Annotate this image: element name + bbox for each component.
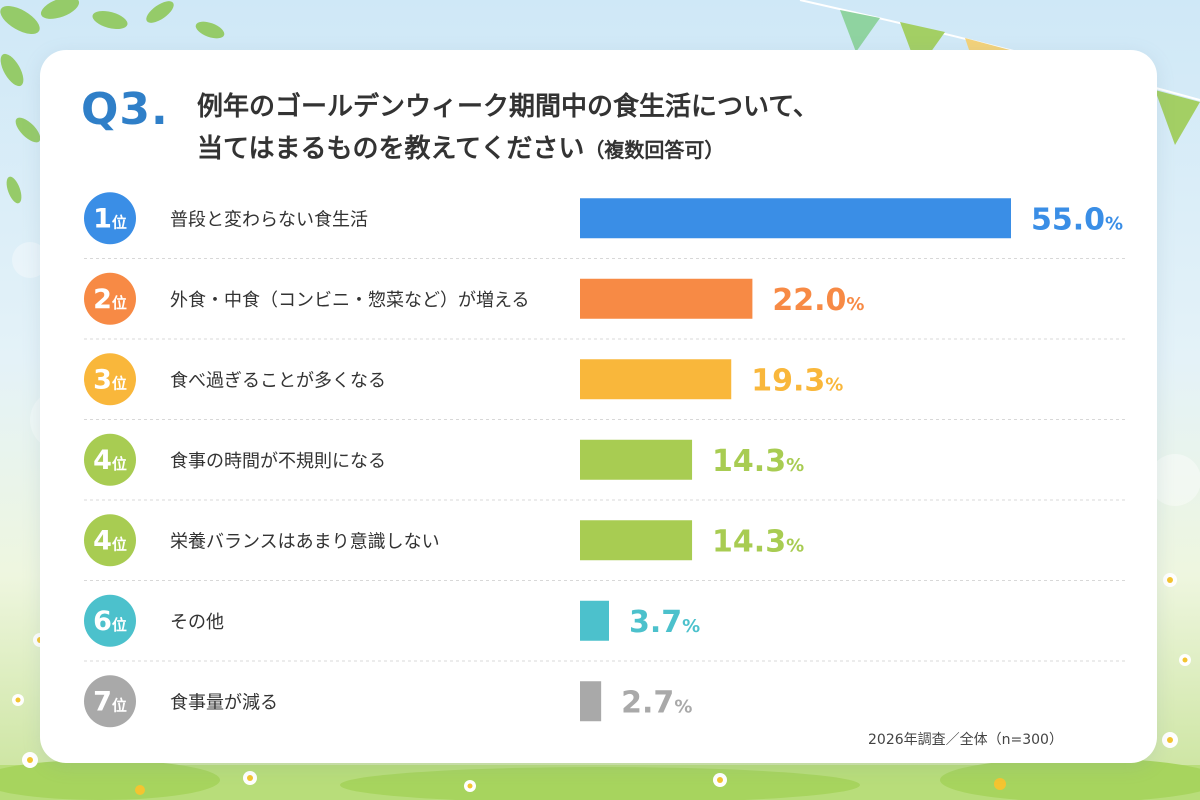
value-label: 3.7% bbox=[629, 605, 700, 640]
leaves-decoration bbox=[0, 0, 225, 204]
question-number: Q3. bbox=[81, 84, 169, 135]
rank-suffix: 位 bbox=[112, 616, 127, 634]
rank-suffix: 位 bbox=[112, 696, 127, 714]
bar bbox=[580, 439, 693, 480]
rank-number: 4 bbox=[93, 445, 112, 476]
rank-label: 1位 bbox=[93, 203, 127, 234]
category-label: 食事の時間が不規則になる bbox=[170, 451, 386, 472]
value-unit: % bbox=[825, 374, 843, 395]
rank-number: 3 bbox=[93, 364, 112, 395]
chart-card bbox=[40, 50, 1157, 763]
rank-number: 7 bbox=[93, 686, 112, 717]
bar bbox=[580, 520, 693, 561]
value-label: 2.7% bbox=[621, 685, 692, 720]
value-number: 2.7 bbox=[621, 685, 674, 720]
category-label: 普段と変わらない食生活 bbox=[170, 209, 368, 230]
bar bbox=[580, 278, 753, 319]
rank-suffix: 位 bbox=[112, 455, 127, 473]
rank-label: 2位 bbox=[93, 284, 127, 315]
value-label: 19.3% bbox=[751, 363, 843, 398]
value-number: 55.0 bbox=[1031, 202, 1105, 237]
value-unit: % bbox=[1105, 213, 1123, 234]
rank-number: 1 bbox=[93, 203, 112, 234]
value-number: 22.0 bbox=[772, 283, 846, 318]
rank-badge bbox=[84, 272, 136, 325]
value-number: 19.3 bbox=[751, 363, 825, 398]
rank-suffix: 位 bbox=[112, 374, 127, 392]
bar bbox=[580, 359, 732, 400]
value-unit: % bbox=[674, 696, 692, 717]
question-title-note: （複数回答可） bbox=[584, 138, 725, 162]
bar bbox=[580, 681, 602, 722]
rank-label: 4位 bbox=[93, 525, 127, 556]
category-label: 外食・中食（コンビニ・惣菜など）が増える bbox=[170, 290, 529, 311]
rank-badge bbox=[84, 514, 136, 567]
value-unit: % bbox=[682, 616, 700, 637]
rank-label: 3位 bbox=[93, 364, 127, 395]
rank-badge bbox=[84, 675, 136, 728]
category-label: 栄養バランスはあまり意識しない bbox=[170, 531, 440, 552]
value-number: 14.3 bbox=[712, 444, 786, 479]
rank-number: 6 bbox=[93, 606, 112, 637]
rank-badge bbox=[84, 353, 136, 406]
rank-badge bbox=[84, 192, 136, 245]
category-label: 食べ過ぎることが多くなる bbox=[170, 370, 386, 391]
value-label: 14.3% bbox=[712, 524, 804, 559]
question-title-main: 当てはまるものを教えてください bbox=[197, 134, 585, 164]
value-number: 3.7 bbox=[629, 605, 682, 640]
rank-number: 4 bbox=[93, 525, 112, 556]
rank-label: 6位 bbox=[93, 606, 127, 637]
rank-suffix: 位 bbox=[112, 213, 127, 231]
value-unit: % bbox=[786, 535, 804, 556]
bar bbox=[580, 600, 609, 641]
value-label: 55.0% bbox=[1031, 202, 1123, 237]
survey-footnote: 2026年調査／全体（n=300） bbox=[868, 732, 1063, 748]
value-unit: % bbox=[786, 455, 804, 476]
question-title-line2: 当てはまるものを教えてください（複数回答可） bbox=[197, 128, 957, 171]
rank-label: 7位 bbox=[93, 686, 127, 717]
rank-badge bbox=[84, 594, 136, 647]
category-label: 食事量が減る bbox=[170, 692, 278, 713]
question-title-line1: 例年のゴールデンウィーク期間中の食生活について、 bbox=[197, 92, 819, 122]
rank-number: 2 bbox=[93, 284, 112, 315]
value-label: 14.3% bbox=[712, 444, 804, 479]
rank-badge bbox=[84, 433, 136, 486]
value-unit: % bbox=[846, 294, 864, 315]
rank-suffix: 位 bbox=[112, 535, 127, 553]
value-number: 14.3 bbox=[712, 524, 786, 559]
category-label: その他 bbox=[170, 612, 224, 633]
rank-suffix: 位 bbox=[112, 294, 127, 312]
question-title: 例年のゴールデンウィーク期間中の食生活について、 当てはまるものを教えてください… bbox=[197, 86, 957, 171]
value-label: 22.0% bbox=[772, 283, 864, 318]
rank-label: 4位 bbox=[93, 445, 127, 476]
bar bbox=[580, 198, 1011, 239]
